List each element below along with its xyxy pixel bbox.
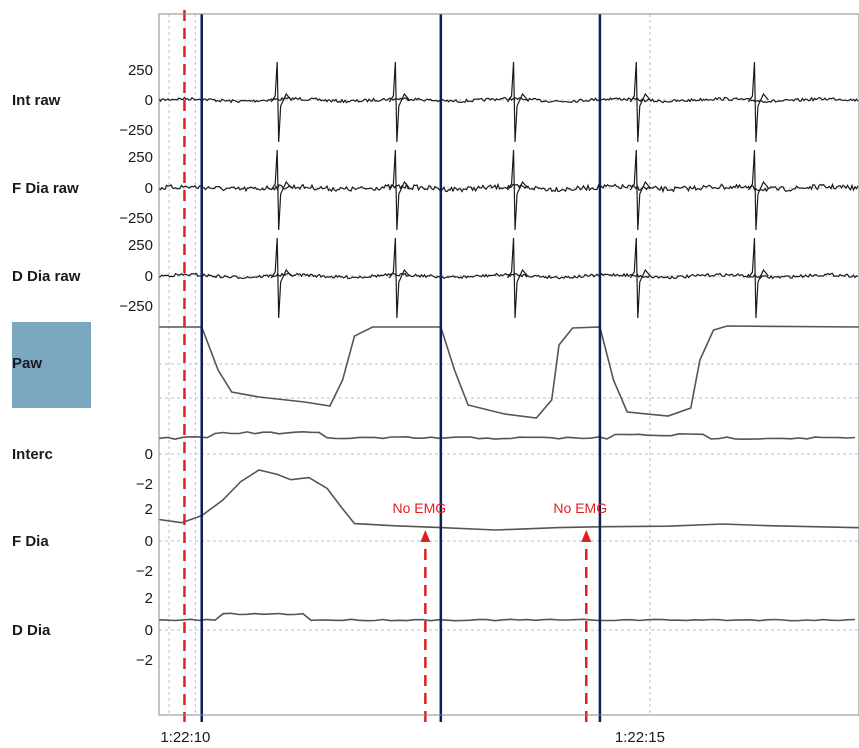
ecg-spike-0-3 (629, 61, 651, 143)
ecg-spike-0-1 (388, 61, 410, 143)
y-tick-label: 0 (145, 92, 153, 109)
y-tick-labels: 250 0 −250 250 0 −250 250 0 −250 0 −2 2 0 −2 2 0 −2 (119, 62, 153, 669)
y-tick-label: 0 (145, 446, 153, 463)
ecg-spike-1-1 (388, 149, 410, 231)
y-tick-label: −250 (119, 298, 153, 315)
no-emg-arrowhead-5 (581, 530, 592, 542)
channel-label-d-dia-raw: D Dia raw (12, 268, 81, 285)
x-tick-labels: 1:22:10 1:22:15 (160, 729, 665, 746)
y-tick-label: −2 (136, 476, 153, 493)
channel-label-d-dia: D Dia (12, 622, 51, 639)
x-tick-label: 1:22:10 (160, 729, 210, 746)
y-tick-label: 250 (128, 62, 153, 79)
ecg-spike-2-3 (629, 237, 651, 319)
interc-trace (158, 430, 856, 441)
channel-labels: Int raw F Dia raw D Dia raw Paw Interc F Dia D… (12, 92, 81, 639)
raw-trace-f-dia-raw (158, 182, 859, 194)
ecg-spike-1-0 (270, 149, 292, 231)
label-highlight-box (12, 322, 91, 408)
no-emg-label: No EMG (393, 500, 447, 516)
y-tick-label: 2 (145, 590, 153, 607)
y-tick-label: −2 (136, 563, 153, 580)
channel-label-f-dia: F Dia (12, 533, 49, 550)
no-emg-label: No EMG (553, 500, 607, 516)
d-dia-trace (158, 612, 856, 622)
y-tick-label: 0 (145, 622, 153, 639)
y-tick-label: 0 (145, 533, 153, 550)
ecg-spike-2-0 (270, 237, 292, 319)
y-tick-label: 2 (145, 501, 153, 518)
y-tick-label: 0 (145, 268, 153, 285)
event-markers: No EMG No EMG (183, 10, 607, 722)
y-tick-label: 250 (128, 149, 153, 166)
y-tick-label: 250 (128, 237, 153, 254)
f-dia-trace (158, 469, 859, 531)
x-tick-label: 1:22:15 (615, 729, 665, 746)
ecg-spike-2-1 (388, 237, 410, 319)
y-tick-label: 0 (145, 180, 153, 197)
ecg-spike-1-3 (629, 149, 651, 231)
grid-lines (159, 14, 859, 715)
plot-frame (158, 13, 859, 716)
channel-label-interc: Interc (12, 446, 53, 463)
signal-traces (158, 61, 859, 622)
channel-label-paw: Paw (12, 355, 42, 372)
y-tick-label: −250 (119, 210, 153, 227)
no-emg-arrowhead-4 (420, 530, 431, 542)
ecg-spike-2-2 (507, 237, 529, 319)
ecg-spike-1-4 (747, 149, 769, 231)
channel-label-int-raw: Int raw (12, 92, 61, 109)
y-tick-label: −250 (119, 122, 153, 139)
ecg-spike-2-4 (747, 237, 769, 319)
ecg-spike-0-0 (270, 61, 292, 143)
ecg-spike-0-2 (507, 61, 529, 143)
paw-trace (159, 325, 859, 419)
raw-trace-d-dia-raw (158, 272, 859, 280)
channel-label-f-dia-raw: F Dia raw (12, 180, 79, 197)
ecg-spike-0-4 (747, 61, 769, 143)
y-tick-label: −2 (136, 652, 153, 669)
ecg-spike-1-2 (507, 149, 529, 231)
